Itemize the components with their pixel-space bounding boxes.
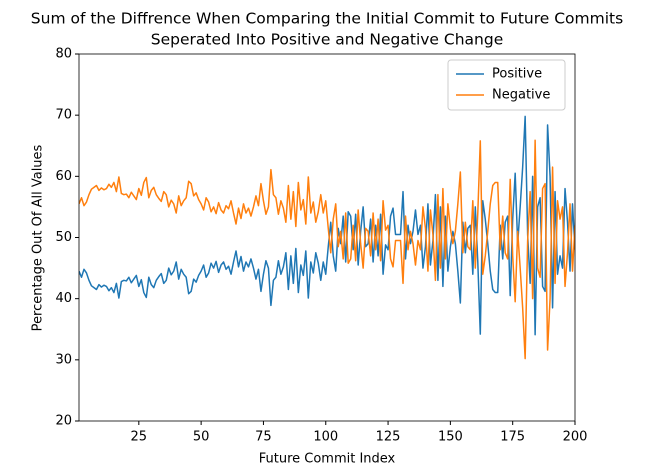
x-tick-label: 50 (193, 430, 210, 445)
chart-title: Sum of the Diffrence When Comparing the … (31, 10, 623, 28)
legend-label: Positive (492, 67, 542, 82)
plot-frame (78, 53, 576, 422)
y-tick-label: 70 (55, 108, 72, 123)
x-tick-label: 125 (376, 430, 401, 445)
legend-label: Negative (492, 88, 550, 103)
y-tick-label: 60 (55, 169, 72, 184)
x-tick-label: 175 (500, 430, 525, 445)
line-series (79, 139, 575, 360)
x-axis-label: Future Commit Index (259, 452, 396, 467)
legend-box (447, 59, 566, 111)
line-series (79, 115, 575, 336)
y-tick-label: 50 (55, 230, 72, 245)
y-axis-label: Percentage Out Of All Values (31, 144, 46, 331)
x-tick-label: 100 (313, 430, 338, 445)
x-tick-label: 150 (438, 430, 463, 445)
y-tick-label: 80 (55, 47, 72, 62)
y-tick-label: 20 (55, 414, 72, 429)
y-tick-label: 30 (55, 352, 72, 367)
x-tick-label: 200 (563, 430, 588, 445)
y-tick-label: 40 (55, 291, 72, 306)
x-tick-label: 75 (255, 430, 272, 445)
x-tick-label: 25 (131, 430, 148, 445)
chart-subtitle: Seperated Into Positive and Negative Cha… (151, 31, 503, 49)
